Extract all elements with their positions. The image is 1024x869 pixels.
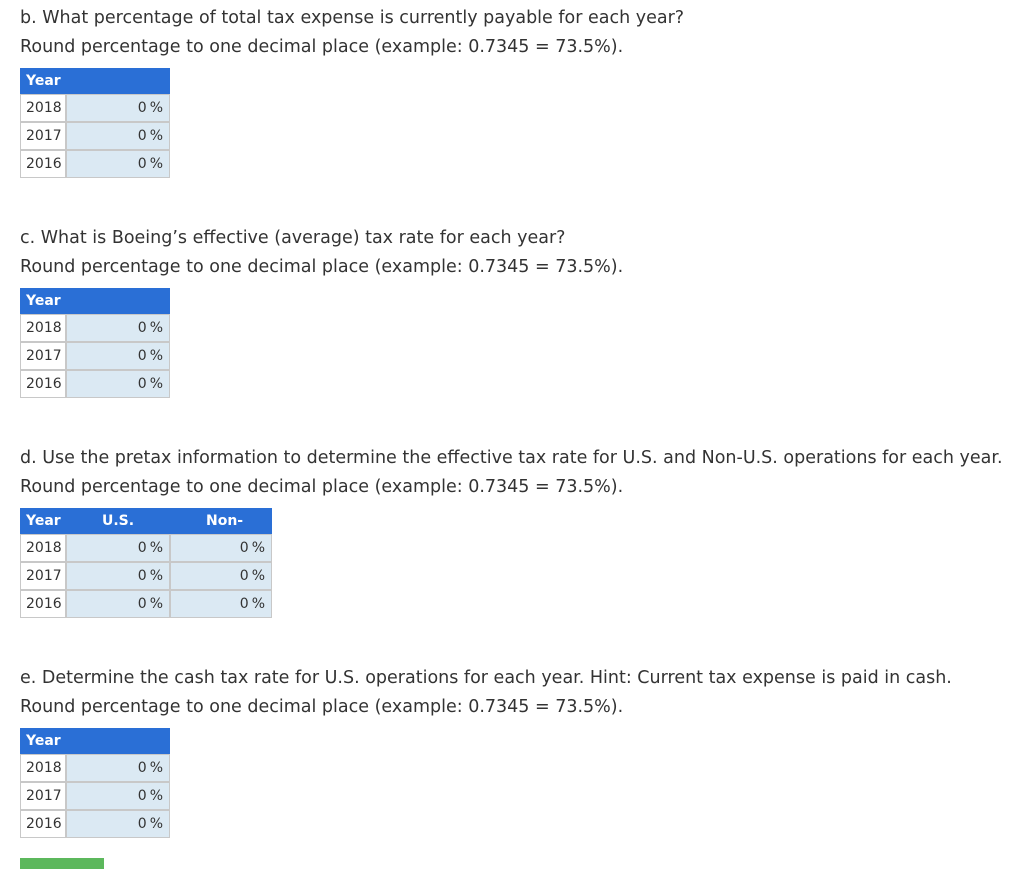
unit-label: % bbox=[149, 320, 163, 336]
input-value[interactable]: 0 bbox=[137, 568, 147, 584]
percent-input[interactable]: 0% bbox=[66, 782, 170, 810]
year-cell: 2018 bbox=[20, 314, 66, 342]
input-value[interactable]: 0 bbox=[137, 760, 147, 776]
unit-label: % bbox=[251, 540, 265, 556]
header-row: Year bbox=[20, 68, 170, 94]
year-cell: 2018 bbox=[20, 534, 66, 562]
submit-bar[interactable] bbox=[20, 858, 104, 869]
percent-input[interactable]: 0% bbox=[66, 150, 170, 178]
input-value[interactable]: 0 bbox=[137, 156, 147, 172]
unit-label: % bbox=[149, 376, 163, 392]
question-text: b. What percentage of total tax expense … bbox=[20, 8, 685, 28]
question-section: d. Use the pretax information to determi… bbox=[20, 444, 1010, 618]
year-cell: 2016 bbox=[20, 810, 66, 838]
unit-label: % bbox=[149, 348, 163, 364]
unit-label: % bbox=[251, 568, 265, 584]
question-text: c. What is Boeing’s effective (average) … bbox=[20, 228, 566, 248]
year-cell: 2017 bbox=[20, 342, 66, 370]
unit-label: % bbox=[149, 788, 163, 804]
percent-input[interactable]: 0% bbox=[66, 754, 170, 782]
header-cell: Year bbox=[26, 73, 61, 89]
percent-input[interactable]: 0% bbox=[66, 370, 170, 398]
instruction-text: Round percentage to one decimal place (e… bbox=[20, 477, 624, 497]
header-cell: Year bbox=[26, 513, 61, 529]
percent-input[interactable]: 0% bbox=[66, 314, 170, 342]
header-cell: Year bbox=[26, 293, 61, 309]
input-value[interactable]: 0 bbox=[137, 128, 147, 144]
question-section: e. Determine the cash tax rate for U.S. … bbox=[20, 664, 1010, 838]
input-value[interactable]: 0 bbox=[239, 540, 249, 556]
unit-label: % bbox=[149, 156, 163, 172]
header-row: Year bbox=[20, 288, 170, 314]
unit-label: % bbox=[149, 100, 163, 116]
percent-input[interactable]: 0% bbox=[66, 562, 170, 590]
percent-input[interactable]: 0% bbox=[66, 122, 170, 150]
unit-label: % bbox=[149, 540, 163, 556]
question-section: b. What percentage of total tax expense … bbox=[20, 4, 1010, 178]
percent-input[interactable]: 0% bbox=[170, 562, 272, 590]
percent-input[interactable]: 0% bbox=[66, 810, 170, 838]
percent-input[interactable]: 0% bbox=[170, 534, 272, 562]
percent-input[interactable]: 0% bbox=[66, 94, 170, 122]
year-cell: 2017 bbox=[20, 782, 66, 810]
question-section: c. What is Boeing’s effective (average) … bbox=[20, 224, 1010, 398]
input-value[interactable]: 0 bbox=[137, 100, 147, 116]
year-cell: 2016 bbox=[20, 590, 66, 618]
year-cell: 2017 bbox=[20, 562, 66, 590]
question-text: e. Determine the cash tax rate for U.S. … bbox=[20, 668, 952, 688]
input-value[interactable]: 0 bbox=[239, 568, 249, 584]
input-value[interactable]: 0 bbox=[137, 320, 147, 336]
year-cell: 2018 bbox=[20, 94, 66, 122]
instruction-text: Round percentage to one decimal place (e… bbox=[20, 37, 624, 57]
unit-label: % bbox=[149, 760, 163, 776]
unit-label: % bbox=[149, 596, 163, 612]
input-value[interactable]: 0 bbox=[137, 376, 147, 392]
year-cell: 2016 bbox=[20, 370, 66, 398]
input-value[interactable]: 0 bbox=[239, 596, 249, 612]
question-text: d. Use the pretax information to determi… bbox=[20, 448, 1003, 468]
year-cell: 2018 bbox=[20, 754, 66, 782]
percent-input[interactable]: 0% bbox=[170, 590, 272, 618]
header-cell: Year bbox=[26, 733, 61, 749]
percent-input[interactable]: 0% bbox=[66, 590, 170, 618]
input-value[interactable]: 0 bbox=[137, 788, 147, 804]
input-value[interactable]: 0 bbox=[137, 540, 147, 556]
percent-input[interactable]: 0% bbox=[66, 534, 170, 562]
input-value[interactable]: 0 bbox=[137, 348, 147, 364]
instruction-text: Round percentage to one decimal place (e… bbox=[20, 697, 624, 717]
unit-label: % bbox=[251, 596, 265, 612]
header-cell: U.S. bbox=[102, 513, 135, 529]
percent-input[interactable]: 0% bbox=[66, 342, 170, 370]
unit-label: % bbox=[149, 128, 163, 144]
year-cell: 2017 bbox=[20, 122, 66, 150]
instruction-text: Round percentage to one decimal place (e… bbox=[20, 257, 624, 277]
unit-label: % bbox=[149, 568, 163, 584]
year-cell: 2016 bbox=[20, 150, 66, 178]
unit-label: % bbox=[149, 816, 163, 832]
input-value[interactable]: 0 bbox=[137, 596, 147, 612]
header-row: Year bbox=[20, 728, 170, 754]
input-value[interactable]: 0 bbox=[137, 816, 147, 832]
